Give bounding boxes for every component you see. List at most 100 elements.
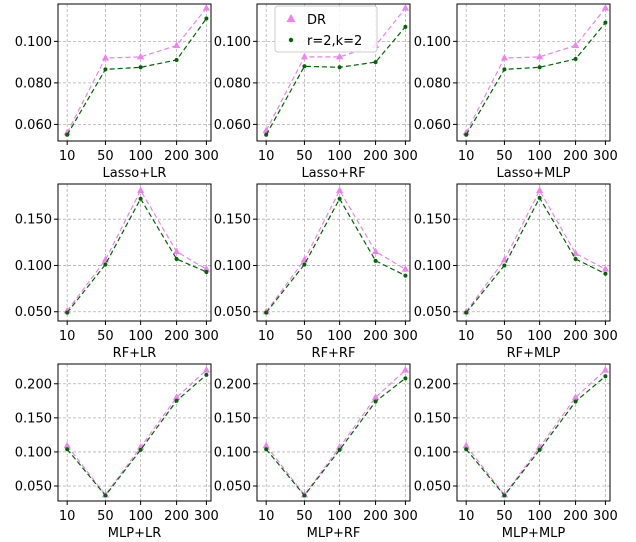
axes-frame [456,183,611,322]
series-line-dr [66,369,207,496]
x-tick-label: 50 [496,149,513,164]
x-tick-label: 10 [258,149,275,164]
x-axis-label: MLP+RF [307,526,361,541]
x-tick-label: 50 [296,509,313,524]
x-tick-label: 100 [128,329,153,344]
data-point-r2k2 [337,65,342,70]
panel-9: 0.050 0.100 0.150 0.200 10 50 100 200 300 MLP+MLP [414,363,618,541]
data-point-r2k2 [403,24,408,29]
x-tick-label: 100 [327,329,352,344]
series-line-dr [66,189,207,312]
data-point-dr [536,52,544,60]
data-point-dr [401,366,410,373]
data-point-r2k2 [573,399,578,404]
x-tick-label: 100 [128,149,153,164]
y-tick-label: 0.150 [214,411,251,426]
legend-label-dr: DR [307,13,326,28]
data-point-dr [500,53,509,61]
y-tick-label: 0.100 [214,35,251,50]
data-point-dr [63,306,71,314]
x-axis-label: Lasso+LR [103,166,167,181]
data-point-r2k2 [373,258,378,263]
x-tick-label: 10 [59,509,76,524]
grid [58,184,211,321]
y-tick-label: 0.100 [414,259,451,274]
y-tick-label: 0.150 [414,411,451,426]
x-axis-label: RF+RF [312,346,356,361]
grid [457,4,610,141]
data-point-r2k2 [337,196,342,201]
series-line-dr [465,369,606,496]
data-point-dr [63,128,71,136]
x-axis-label: Lasso+MLP [497,166,571,181]
data-point-r2k2 [174,398,179,403]
series-line-dr [465,189,606,313]
x-axis-label: MLP+LR [108,526,161,541]
grid [58,364,211,501]
data-point-r2k2 [337,447,342,452]
panel-8: 0.050 0.100 0.150 0.200 10 50 100 200 300 MLP+RF [214,363,418,541]
data-point-r2k2 [373,60,378,65]
axes-frame [456,363,611,502]
data-point-r2k2 [464,447,469,452]
grid [457,184,610,321]
legend-label-r2k2: r=2,k=2 [307,34,362,49]
axes-frame [256,3,411,142]
data-point-dr [462,441,470,449]
data-point-r2k2 [464,132,469,137]
x-tick-label: 50 [496,329,513,344]
y-tick-label: 0.150 [15,213,52,228]
y-tick-label: 0.100 [414,445,451,460]
x-tick-label: 100 [327,509,352,524]
data-point-dr [137,186,145,193]
y-tick-label: 0.060 [15,118,52,133]
data-point-r2k2 [138,65,143,70]
x-axis-label: MLP+MLP [502,526,566,541]
axes-frame [456,3,611,142]
x-tick-label: 300 [593,329,618,344]
x-tick-label: 300 [593,149,618,164]
data-point-dr [601,4,610,11]
y-tick-label: 0.050 [214,305,251,320]
grid [58,4,211,141]
data-point-r2k2 [204,16,209,21]
y-tick-label: 0.100 [15,259,52,274]
y-tick-label: 0.050 [15,480,52,495]
data-point-dr [601,366,610,373]
data-point-r2k2 [373,399,378,404]
series-line-r2k2 [66,374,207,497]
y-tick-label: 0.050 [214,480,251,495]
data-point-r2k2 [573,57,578,62]
axes-frame [57,3,212,142]
x-tick-label: 200 [363,509,388,524]
series-line-r2k2 [265,197,406,314]
x-tick-label: 10 [458,509,475,524]
y-tick-label: 0.100 [214,445,251,460]
data-point-dr [536,186,544,193]
data-point-dr [401,265,410,272]
data-point-r2k2 [537,447,542,452]
data-point-dr [172,393,181,400]
series-line-r2k2 [66,18,207,136]
series-line-r2k2 [465,196,606,314]
data-point-r2k2 [65,310,70,315]
data-point-r2k2 [502,67,507,72]
data-point-r2k2 [204,269,209,274]
x-axis-label: RF+MLP [507,346,561,361]
data-point-r2k2 [403,376,408,381]
x-tick-label: 300 [194,509,219,524]
data-point-r2k2 [264,310,269,315]
x-tick-label: 300 [194,329,219,344]
x-tick-label: 300 [194,149,219,164]
x-tick-label: 200 [563,509,588,524]
axes-frame [256,183,411,322]
data-point-r2k2 [603,374,608,379]
x-tick-label: 300 [393,509,418,524]
panel-1: 0.060 0.080 0.100 10 50 100 200 300 Lasso+LR [15,3,219,181]
x-tick-label: 200 [563,149,588,164]
data-point-dr [336,186,344,193]
series-line-dr [465,7,606,133]
axes-frame [57,183,212,322]
series-line-dr [265,189,406,313]
data-point-r2k2 [264,447,269,452]
